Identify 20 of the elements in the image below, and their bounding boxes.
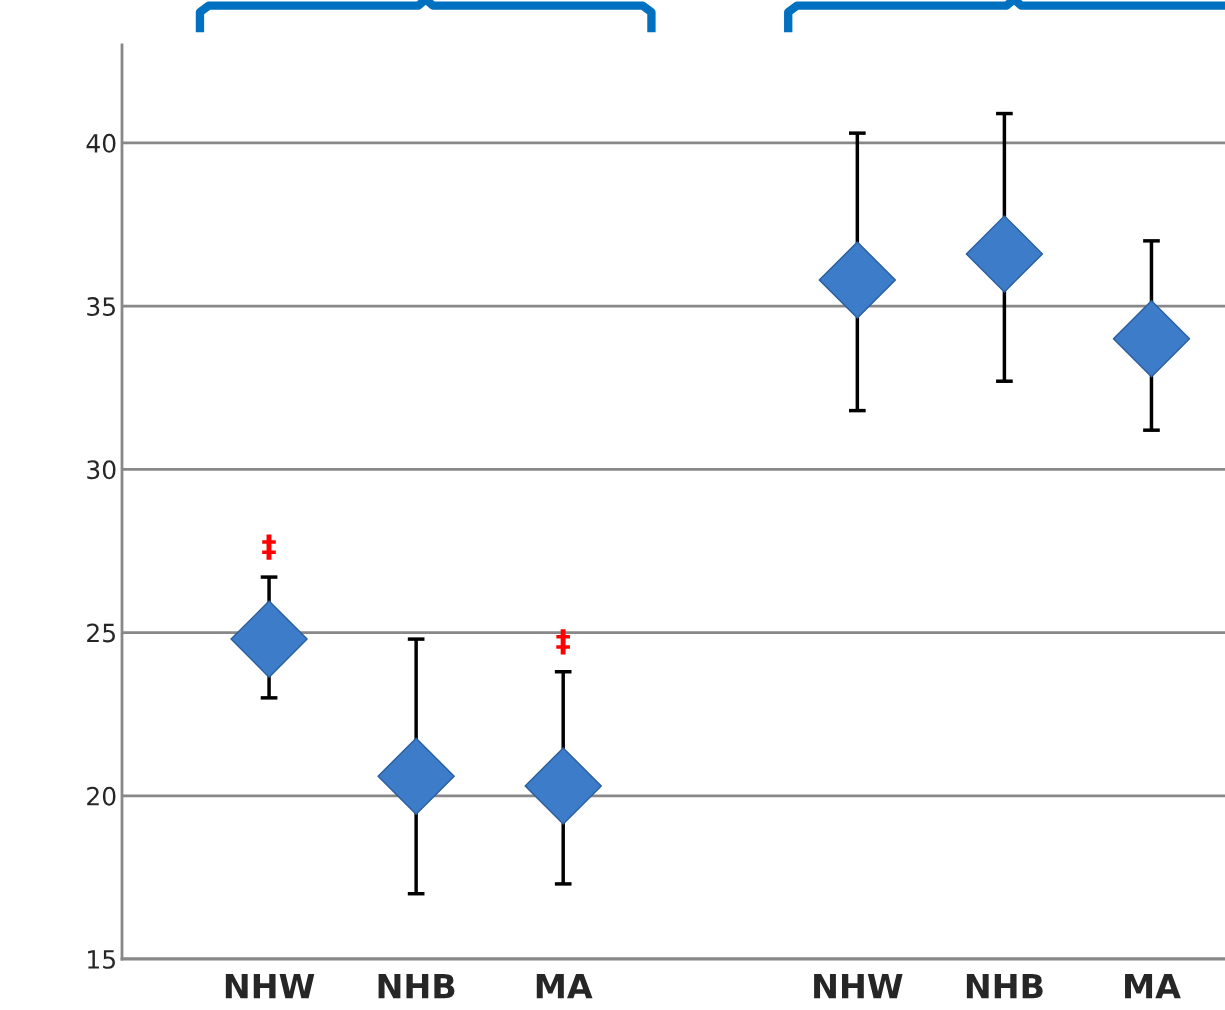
point — [1112, 300, 1191, 378]
point — [818, 241, 897, 319]
point — [377, 737, 455, 815]
point — [524, 747, 602, 825]
y-tick-label: 20 — [87, 786, 116, 806]
point — [965, 215, 1044, 293]
point — [230, 600, 308, 678]
data-label: ‡ — [556, 629, 570, 655]
y-tick-label: 35 — [87, 297, 115, 316]
x-tick-label: MA — [1125, 973, 1181, 999]
x-tick-label: NHW — [814, 973, 903, 999]
x-tick-label: NHW — [225, 973, 315, 999]
y-tick-label: 25 — [87, 623, 115, 643]
y-tick-label: 15 — [88, 950, 115, 969]
y-tick-label: 40 — [86, 133, 116, 153]
y-tick-label: 30 — [87, 460, 116, 480]
x-tick-label: MA — [536, 973, 593, 999]
data-label: ‡ — [262, 534, 276, 560]
x-tick-label: NHB — [378, 973, 455, 999]
x-tick-label: NHB — [966, 973, 1043, 999]
